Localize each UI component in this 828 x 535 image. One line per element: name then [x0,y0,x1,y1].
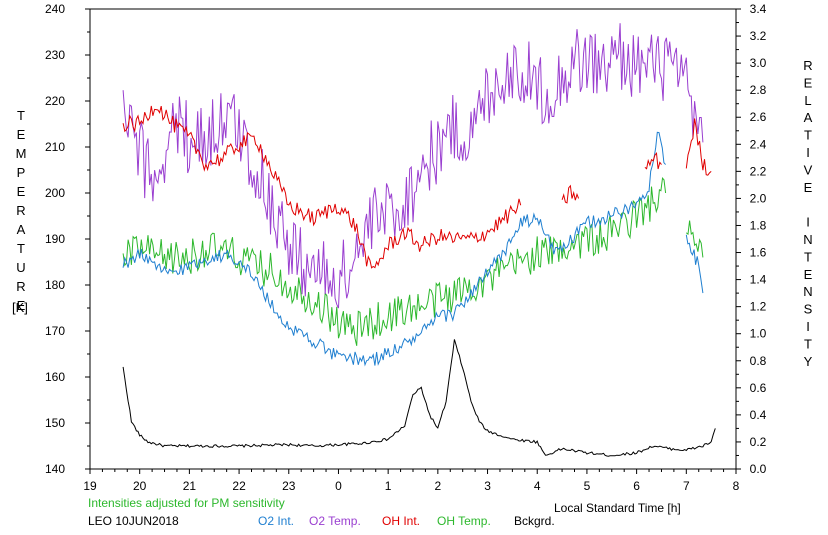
legend-entry: OH Int. [382,514,420,528]
series-line [685,118,712,176]
x-tick-label: 23 [282,479,296,493]
left-tick-label: 150 [45,416,65,430]
series-line [561,184,580,204]
right-tick-label: 1.6 [750,246,767,260]
series-line [122,131,666,367]
x-tick-label: 6 [633,479,640,493]
right-tick-label: 1.2 [750,300,767,314]
right-tick-label: 3.0 [750,56,767,70]
tick-layer: 19 20 21 22 23 0 1 2 3 4 5 6 7 8140150160170180190200… [45,2,767,493]
right-tick-label: 3.2 [750,29,767,43]
right-tick-label: 2.4 [750,137,767,151]
x-tick-label: 19 [83,479,97,493]
series-line [685,220,704,258]
x-tick-label: 8 [733,479,740,493]
right-tick-label: 0.4 [750,408,767,422]
right-tick-label: 0.8 [750,354,767,368]
x-axis-title: Local Standard Time [h] [554,501,681,515]
x-tick-label: 2 [435,479,442,493]
x-tick-label: 4 [534,479,541,493]
legend-entry: O2 Int. [258,514,294,528]
x-tick-label: 1 [385,479,392,493]
x-tick-label: 5 [584,479,591,493]
x-tick-label: 3 [484,479,491,493]
right-tick-label: 2.2 [750,164,767,178]
x-tick-label: 21 [183,479,197,493]
legend-entry: Bckgrd. [514,514,555,528]
series-line [122,105,522,269]
adjustment-note: Intensities adjusted for PM sensitivity [88,496,285,510]
x-tick-label: 0 [335,479,342,493]
legend-entry: O2 Temp. [309,514,361,528]
series-line [685,234,704,294]
right-tick-label: 3.4 [750,2,767,16]
right-tick-label: 2.8 [750,83,767,97]
right-tick-label: 1.8 [750,218,767,232]
left-tick-label: 200 [45,186,65,200]
left-tick-label: 230 [45,48,65,62]
series-line [122,339,716,457]
x-tick-label: 20 [133,479,147,493]
series-line [644,151,662,170]
right-tick-label: 0.0 [750,462,767,476]
left-tick-label: 240 [45,2,65,16]
left-tick-label: 140 [45,462,65,476]
x-tick-label: 22 [232,479,246,493]
left-tick-label: 180 [45,278,65,292]
left-tick-label: 160 [45,370,65,384]
left-tick-label: 170 [45,324,65,338]
series-line [122,23,704,309]
right-tick-label: 1.4 [750,273,767,287]
right-tick-label: 0.6 [750,381,767,395]
right-tick-label: 0.2 [750,435,767,449]
left-tick-label: 210 [45,140,65,154]
left-tick-label: 220 [45,94,65,108]
left-tick-label: 190 [45,232,65,246]
right-tick-label: 2.0 [750,191,767,205]
series-line [122,177,667,346]
x-tick-label: 7 [683,479,690,493]
legend-entry: OH Temp. [437,514,491,528]
right-tick-label: 2.6 [750,110,767,124]
right-tick-label: 1.0 [750,327,767,341]
left-axis-unit: [K] [12,300,28,315]
legend: O2 Int. O2 Temp. OH Int. OH Temp. Bckgrd. [258,514,555,528]
series-layer [122,23,716,457]
station-date: LEO 10JUN2018 [88,514,179,528]
